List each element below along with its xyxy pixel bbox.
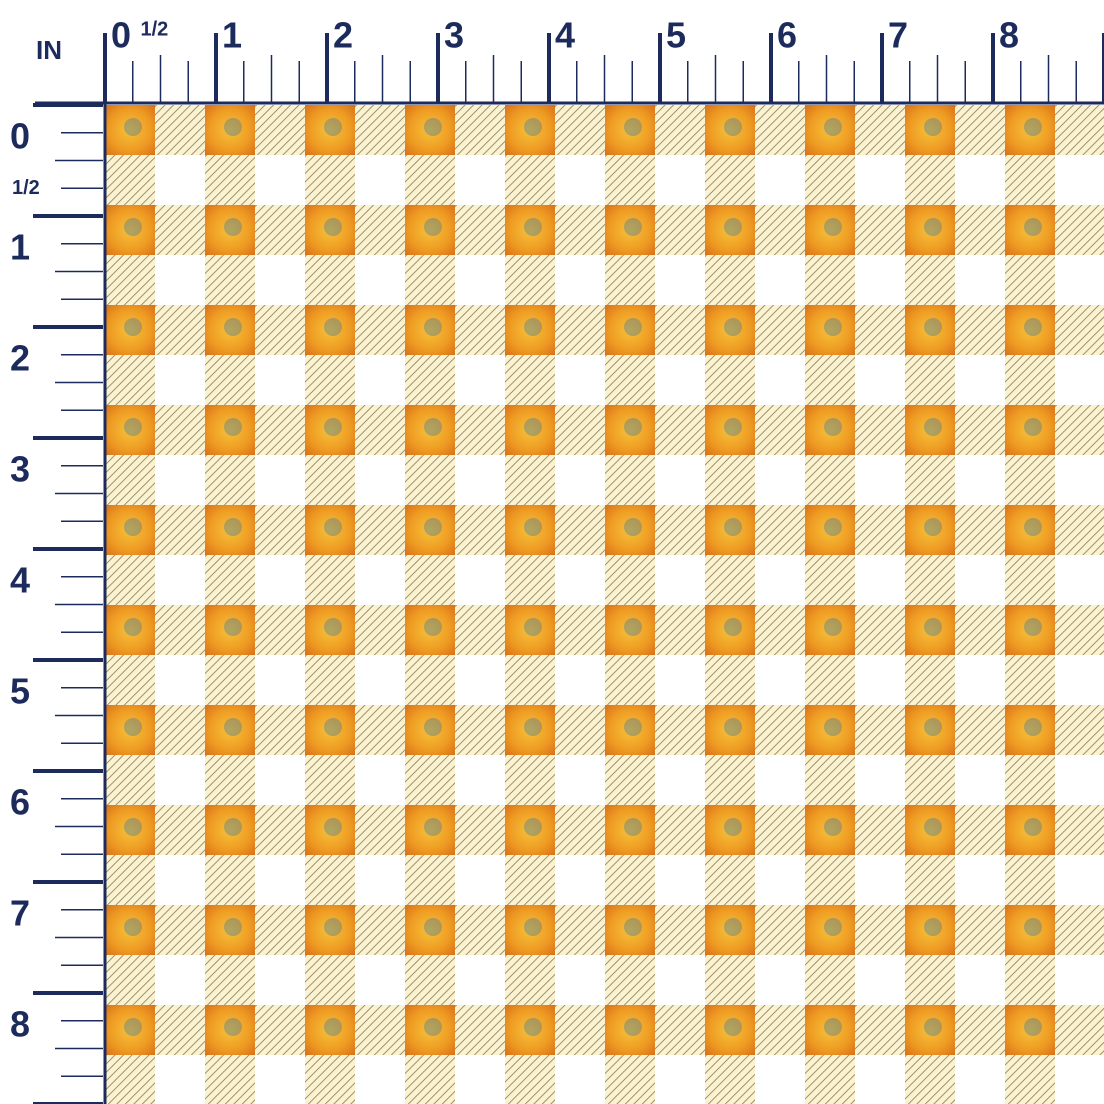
top-label: 2 [333,15,353,56]
left-label: 3 [10,449,30,490]
top-label: 4 [555,15,575,56]
left-label: 4 [10,560,30,601]
ruler-ticks [33,33,1104,1104]
left-label: 0 [10,116,30,157]
top-label: 1 [222,15,242,56]
ruler-labels: 01/212345678901/2123456789 [10,15,1019,1045]
left-label: 7 [10,893,30,934]
top-label: 6 [777,15,797,56]
left-label: 8 [10,1004,30,1045]
left-label: 6 [10,782,30,823]
top-label: 3 [444,15,464,56]
top-label: 0 [111,15,131,56]
left-label: 1/2 [12,177,40,199]
left-label: 1 [10,227,30,268]
top-label: 8 [999,15,1019,56]
fabric-pattern [105,105,1104,1104]
left-label: 5 [10,671,30,712]
top-label: 5 [666,15,686,56]
top-label: 1/2 [141,18,169,40]
top-label: 7 [888,15,908,56]
unit-label: IN [36,35,62,65]
left-label: 2 [10,338,30,379]
